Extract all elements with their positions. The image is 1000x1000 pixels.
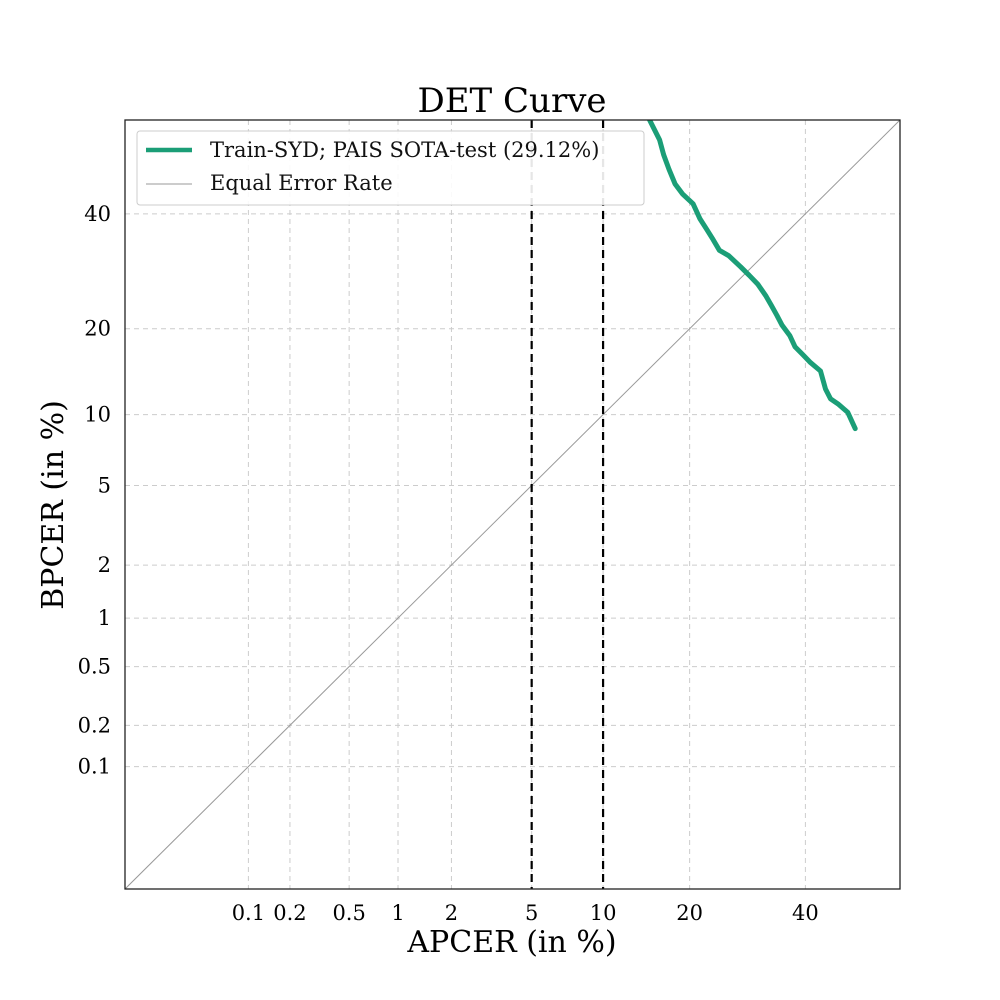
plot-frame [124,119,901,890]
x-tick-label: 2 [445,901,458,925]
y-tick-label: 5 [98,473,111,497]
x-tick-label: 0.5 [332,901,365,925]
legend-box [136,130,645,206]
y-tick-label: 0.5 [78,655,111,679]
x-tick-label: 1 [391,901,404,925]
eer-line [124,119,901,890]
curve-layer [647,120,858,432]
x-tick-label: 0.1 [232,901,265,925]
y-tick-label: 20 [84,317,111,341]
y-tick-label: 40 [84,202,111,226]
x-axis-label: APCER (in %) [406,925,616,960]
legend-label-curve: Train-SYD; PAIS SOTA-test (29.12%) [210,138,599,162]
chart-title: DET Curve [417,81,606,121]
legend-label-eer: Equal Error Rate [210,171,393,195]
y-tick-label: 0.1 [78,755,111,779]
x-tick-label: 40 [792,901,819,925]
y-ticks: 0.1 0.2 0.5 1 2 5 10 20 40 [78,202,111,779]
eer-layer [124,119,901,890]
x-tick-label: 20 [676,901,703,925]
y-tick-label: 10 [84,403,111,427]
x-tick-label: 10 [590,901,617,925]
y-tick-label: 2 [98,553,111,577]
y-tick-label: 1 [98,606,111,630]
det-curve-line [647,120,858,432]
x-ticks: 0.1 0.2 0.5 1 2 5 10 20 40 [232,901,819,925]
y-tick-label: 0.2 [78,713,111,737]
x-tick-label: 5 [525,901,538,925]
threshold-lines [530,120,605,889]
legend: Train-SYD; PAIS SOTA-test (29.12%) Equal… [136,130,645,206]
x-tick-label: 0.2 [273,901,306,925]
y-axis-label: BPCER (in %) [36,400,71,610]
